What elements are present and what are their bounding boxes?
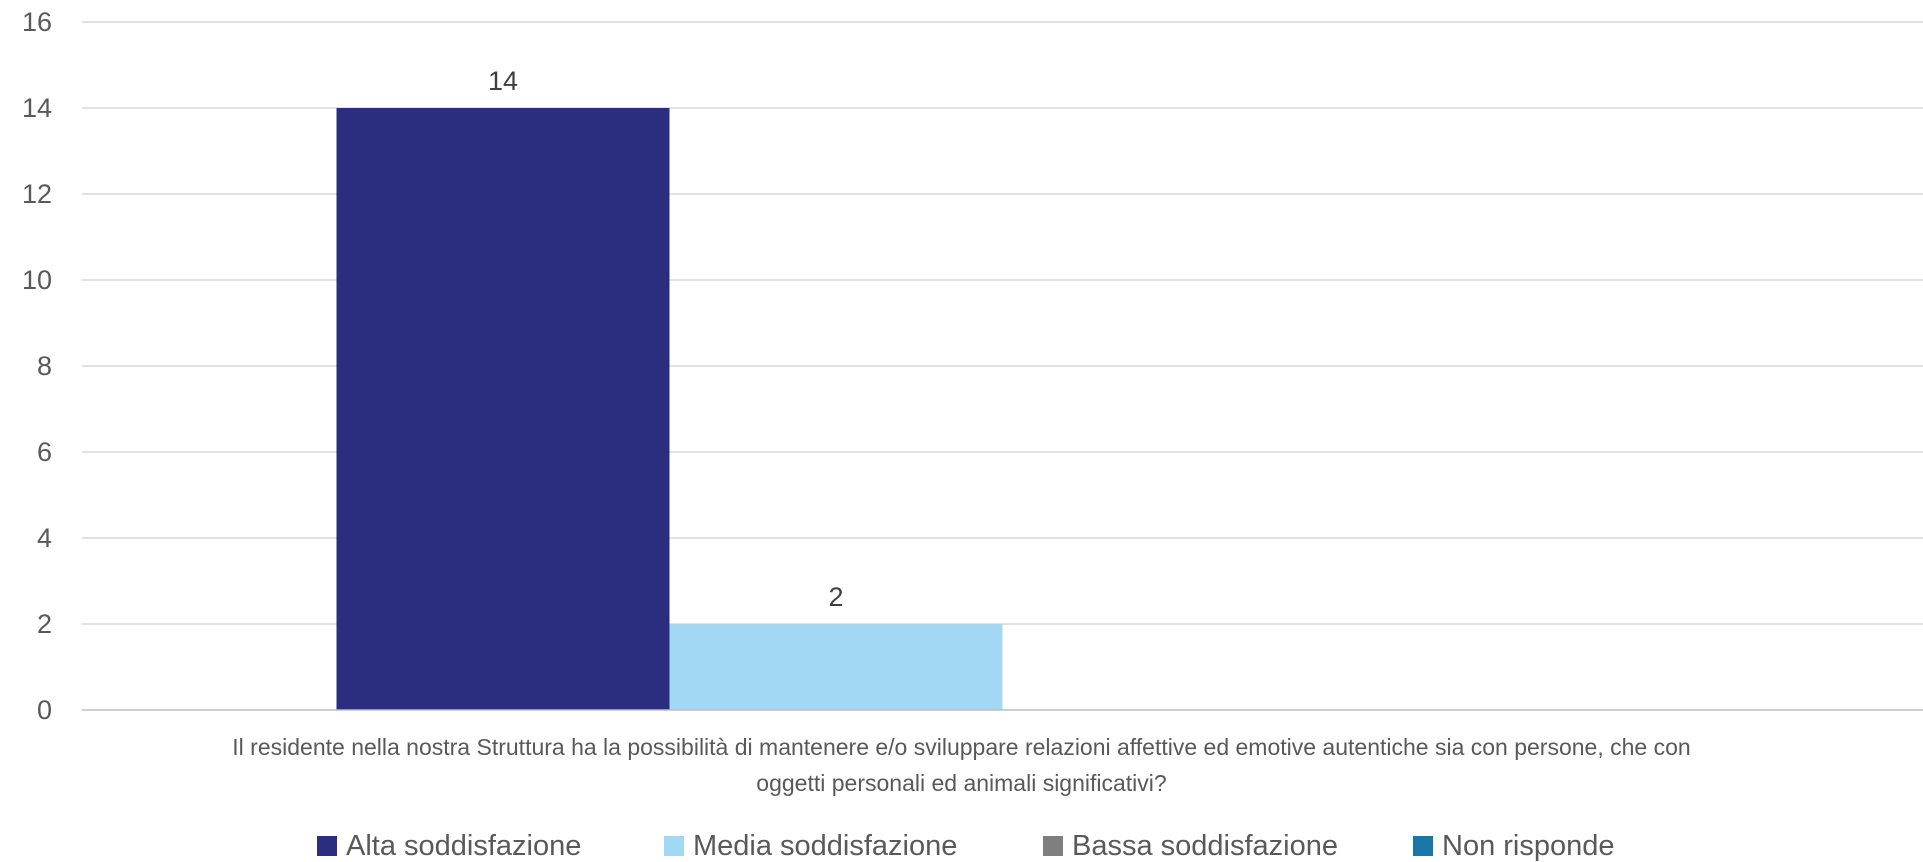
legend-swatch-media-soddisfazione	[664, 836, 684, 856]
data-label-alta-soddisfazione: 14	[488, 66, 518, 96]
legend-label-media-soddisfazione: Media soddisfazione	[693, 830, 957, 862]
bar-media-soddisfazione	[669, 624, 1003, 710]
y-axis-tick-labels: 0 2 4 6 8 10 12 14 16	[22, 7, 52, 725]
legend-label-non-risponde: Non risponde	[1442, 830, 1615, 862]
y-tick-label-16: 16	[22, 7, 52, 37]
legend: Alta soddisfazione Media soddisfazione Bas…	[317, 830, 1615, 862]
legend-swatch-bassa-soddisfazione	[1043, 836, 1063, 856]
y-tick-label-4: 4	[37, 523, 52, 553]
category-label-line-2: oggetti personali ed animali significati…	[756, 770, 1166, 796]
bars	[336, 108, 1003, 710]
legend-label-alta-soddisfazione: Alta soddisfazione	[346, 830, 581, 862]
category-label: Il residente nella nostra Struttura ha l…	[232, 734, 1690, 796]
y-tick-label-12: 12	[22, 179, 52, 209]
y-tick-label-2: 2	[37, 609, 52, 639]
data-labels: 14 2	[488, 66, 844, 612]
y-tick-label-10: 10	[22, 265, 52, 295]
y-tick-label-0: 0	[37, 695, 52, 725]
legend-swatch-alta-soddisfazione	[317, 836, 337, 856]
legend-label-bassa-soddisfazione: Bassa soddisfazione	[1072, 830, 1338, 862]
y-tick-label-8: 8	[37, 351, 52, 381]
legend-swatch-non-risponde	[1413, 836, 1433, 856]
y-tick-label-14: 14	[22, 93, 52, 123]
data-label-media-soddisfazione: 2	[828, 582, 843, 612]
bar-alta-soddisfazione	[336, 108, 670, 710]
y-tick-label-6: 6	[37, 437, 52, 467]
category-label-line-1: Il residente nella nostra Struttura ha l…	[232, 734, 1690, 760]
